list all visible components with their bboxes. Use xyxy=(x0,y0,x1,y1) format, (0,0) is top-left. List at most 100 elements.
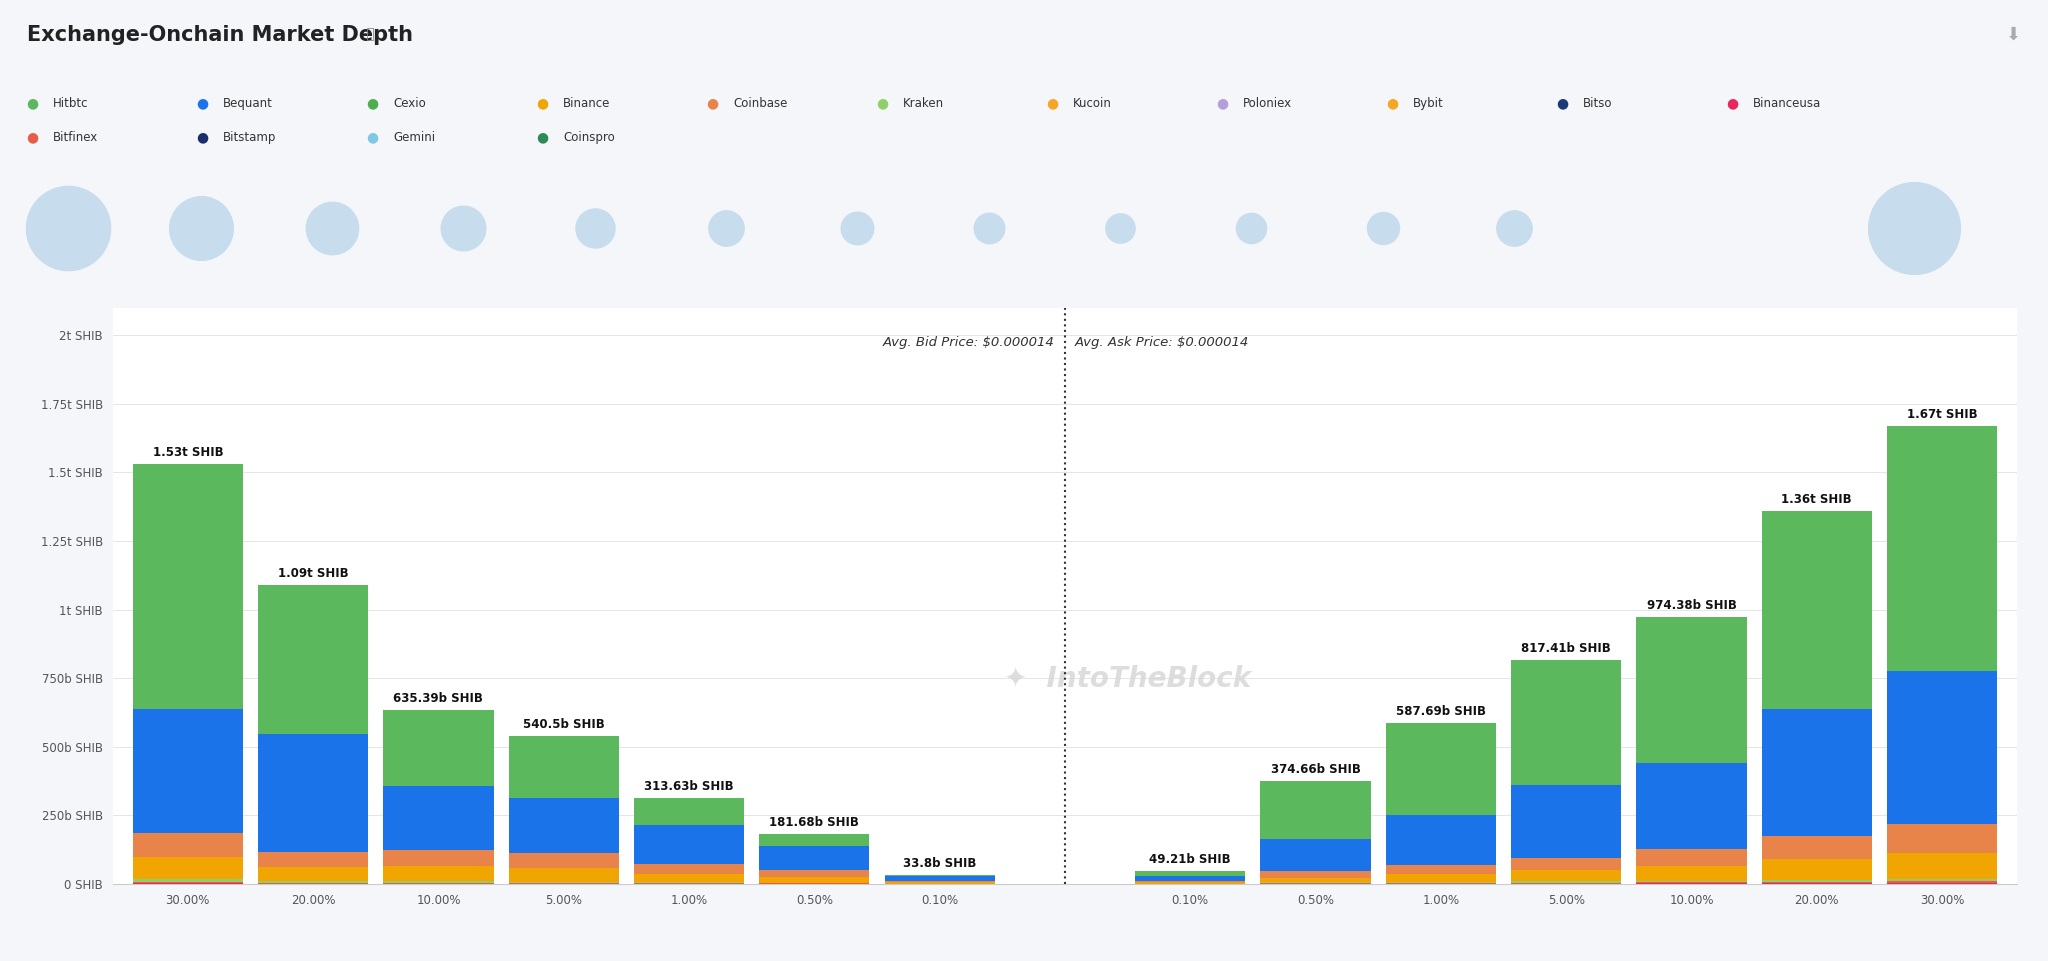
Bar xyxy=(133,833,244,857)
Bar xyxy=(383,709,494,786)
Text: 181.68b SHIB: 181.68b SHIB xyxy=(770,816,860,829)
Text: 974.38b SHIB: 974.38b SHIB xyxy=(1647,599,1737,611)
Text: ●: ● xyxy=(537,96,549,111)
Bar xyxy=(1386,723,1495,815)
Bar xyxy=(1260,839,1370,872)
Bar xyxy=(1886,852,1997,878)
Bar xyxy=(1761,709,1872,836)
Point xyxy=(1366,221,1399,236)
Text: ●: ● xyxy=(27,130,39,144)
Text: 1.67t SHIB: 1.67t SHIB xyxy=(1907,407,1978,421)
Text: Bybit: Bybit xyxy=(1413,97,1444,110)
Point xyxy=(1497,221,1530,236)
Bar xyxy=(508,881,618,883)
Bar xyxy=(1886,426,1997,672)
Text: 635.39b SHIB: 635.39b SHIB xyxy=(393,692,483,704)
Text: ❓: ❓ xyxy=(362,28,375,41)
Text: Hitbtc: Hitbtc xyxy=(53,97,88,110)
Bar xyxy=(1260,877,1370,882)
Bar xyxy=(1761,882,1872,883)
Bar xyxy=(1386,866,1495,875)
Text: Kucoin: Kucoin xyxy=(1073,97,1112,110)
Point xyxy=(315,221,348,236)
Text: 1.36t SHIB: 1.36t SHIB xyxy=(1782,493,1851,505)
Bar xyxy=(885,882,995,883)
Bar xyxy=(635,882,743,883)
Bar xyxy=(1511,858,1622,871)
Bar xyxy=(133,857,244,879)
Bar xyxy=(1886,883,1997,884)
Bar xyxy=(1761,836,1872,859)
Text: 817.41b SHIB: 817.41b SHIB xyxy=(1522,642,1612,654)
Bar xyxy=(1636,866,1747,880)
Text: Cexio: Cexio xyxy=(393,97,426,110)
Bar xyxy=(1886,878,1997,881)
Bar xyxy=(1260,781,1370,839)
Bar xyxy=(383,881,494,883)
Point xyxy=(51,221,84,236)
Text: Binanceusa: Binanceusa xyxy=(1753,97,1821,110)
Text: Exchange-Onchain Market Depth: Exchange-Onchain Market Depth xyxy=(27,25,412,44)
Text: ●: ● xyxy=(1217,96,1229,111)
Text: 540.5b SHIB: 540.5b SHIB xyxy=(522,718,604,730)
Text: Coinbase: Coinbase xyxy=(733,97,788,110)
Bar xyxy=(635,798,743,825)
Text: Kraken: Kraken xyxy=(903,97,944,110)
Bar xyxy=(760,846,870,871)
Bar xyxy=(383,850,494,866)
Bar xyxy=(1636,763,1747,850)
Point xyxy=(842,221,874,236)
Bar xyxy=(1386,882,1495,883)
Text: 33.8b SHIB: 33.8b SHIB xyxy=(903,857,977,870)
Bar xyxy=(1135,871,1245,876)
Bar xyxy=(133,882,244,883)
Bar xyxy=(885,880,995,882)
Text: Avg. Ask Price: $0.000014: Avg. Ask Price: $0.000014 xyxy=(1075,336,1249,349)
Text: Coinspro: Coinspro xyxy=(563,131,614,143)
Text: ●: ● xyxy=(197,130,209,144)
Bar xyxy=(133,879,244,882)
Text: Poloniex: Poloniex xyxy=(1243,97,1292,110)
Point xyxy=(184,221,217,236)
Bar xyxy=(1511,881,1622,883)
Bar xyxy=(383,866,494,881)
Text: ●: ● xyxy=(1726,96,1739,111)
Text: 1.53t SHIB: 1.53t SHIB xyxy=(152,446,223,459)
Bar xyxy=(1761,510,1872,709)
Bar xyxy=(885,875,995,880)
Bar xyxy=(1511,659,1622,785)
Text: 587.69b SHIB: 587.69b SHIB xyxy=(1397,704,1487,718)
Bar xyxy=(1636,617,1747,763)
Bar xyxy=(1135,882,1245,883)
Text: ●: ● xyxy=(1556,96,1569,111)
Text: 313.63b SHIB: 313.63b SHIB xyxy=(645,780,733,793)
Text: Bitstamp: Bitstamp xyxy=(223,131,276,143)
Text: Binance: Binance xyxy=(563,97,610,110)
Bar xyxy=(1636,882,1747,883)
Bar xyxy=(1761,859,1872,879)
Text: ●: ● xyxy=(27,96,39,111)
Bar xyxy=(1260,872,1370,877)
Bar xyxy=(1386,815,1495,866)
Point xyxy=(1235,221,1268,236)
Bar xyxy=(133,464,244,709)
Point xyxy=(578,221,610,236)
Bar xyxy=(1886,824,1997,852)
Bar xyxy=(258,881,369,883)
Text: ●: ● xyxy=(367,96,379,111)
Bar xyxy=(760,834,870,846)
Bar xyxy=(508,868,618,881)
Bar xyxy=(1886,881,1997,883)
Point xyxy=(1104,221,1137,236)
Text: Bitso: Bitso xyxy=(1583,97,1612,110)
Bar xyxy=(508,798,618,852)
Bar xyxy=(258,867,369,881)
Bar xyxy=(1636,850,1747,866)
Bar xyxy=(258,734,369,852)
Text: Bequant: Bequant xyxy=(223,97,272,110)
Point xyxy=(1896,221,1929,236)
Text: ⬇: ⬇ xyxy=(2007,26,2021,43)
Text: ●: ● xyxy=(1047,96,1059,111)
Text: ●: ● xyxy=(877,96,889,111)
Bar xyxy=(258,852,369,867)
